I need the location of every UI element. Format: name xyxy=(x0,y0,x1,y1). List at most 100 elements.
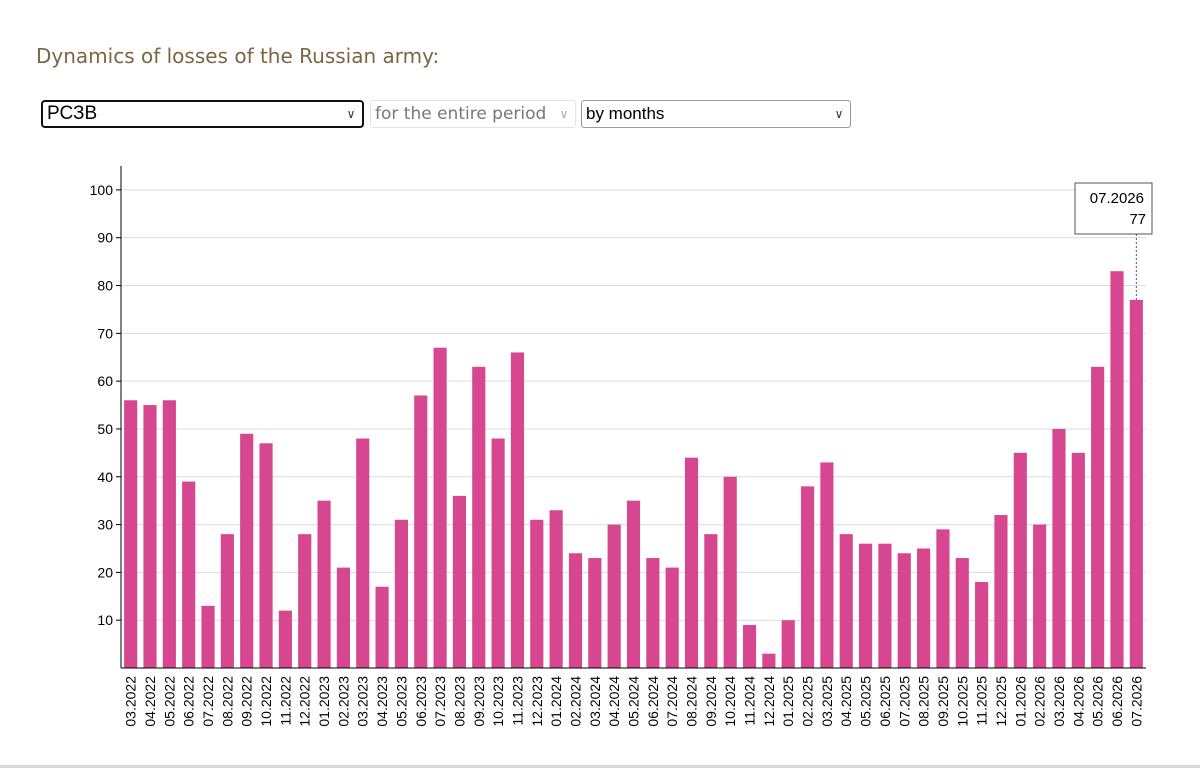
bar xyxy=(452,495,467,668)
bar xyxy=(1091,366,1105,668)
x-tick-label: 02.2025 xyxy=(800,676,816,727)
weapon-type-value: РСЗВ xyxy=(47,103,98,124)
y-tick-label: 20 xyxy=(97,564,113,580)
bar xyxy=(975,581,989,668)
bar xyxy=(878,543,892,668)
period-select[interactable]: for the entire period ∨ xyxy=(370,100,576,128)
bar xyxy=(626,500,641,668)
bar xyxy=(588,558,602,668)
x-tick-label: 12.2023 xyxy=(529,676,545,727)
x-tick-label: 10.2023 xyxy=(490,676,506,727)
bar xyxy=(897,553,911,668)
y-tick-label: 100 xyxy=(90,182,114,198)
x-tick-label: 02.2026 xyxy=(1032,676,1048,727)
bar xyxy=(317,500,331,668)
bar xyxy=(162,400,176,668)
x-tick-label: 07.2024 xyxy=(664,676,680,727)
x-tick-label: 09.2025 xyxy=(935,676,951,727)
bar xyxy=(298,534,312,668)
bar xyxy=(800,486,815,668)
x-tick-label: 05.2025 xyxy=(858,676,874,727)
y-tick-label: 80 xyxy=(97,278,113,294)
x-tick-label: 04.2025 xyxy=(838,676,854,727)
bar xyxy=(704,534,718,668)
bar xyxy=(549,510,563,668)
bar xyxy=(994,515,1008,668)
x-tick-label: 04.2024 xyxy=(606,676,622,727)
x-tick-label: 02.2023 xyxy=(335,676,351,727)
bar xyxy=(607,524,621,668)
chevron-down-icon: ∨ xyxy=(559,107,569,121)
x-tick-label: 09.2022 xyxy=(239,676,255,727)
bar xyxy=(1052,428,1066,668)
x-tick-label: 03.2024 xyxy=(587,676,603,727)
x-tick-label: 05.2023 xyxy=(393,676,409,727)
x-tick-label: 09.2024 xyxy=(703,676,719,727)
x-tick-label: 06.2025 xyxy=(877,676,893,727)
bar xyxy=(781,620,795,668)
bar xyxy=(1033,524,1047,668)
weapon-type-select[interactable]: РСЗВ ∨ xyxy=(41,100,364,128)
page-title: Dynamics of losses of the Russian army: xyxy=(36,44,440,68)
y-tick-label: 40 xyxy=(97,469,113,485)
bar xyxy=(472,366,486,668)
x-tick-label: 05.2022 xyxy=(161,676,177,727)
y-tick-label: 30 xyxy=(97,517,113,533)
x-tick-label: 04.2022 xyxy=(142,676,158,727)
x-tick-label: 06.2024 xyxy=(645,676,661,727)
x-tick-label: 04.2026 xyxy=(1070,676,1086,727)
tooltip-category: 07.2026 xyxy=(1090,190,1144,207)
x-tick-label: 01.2024 xyxy=(548,676,564,727)
bar xyxy=(1110,271,1124,668)
x-tick-label: 12.2024 xyxy=(761,676,777,727)
x-tick-label: 07.2025 xyxy=(896,676,912,727)
x-tick-label: 11.2025 xyxy=(974,676,990,726)
y-tick-label: 50 xyxy=(97,421,113,437)
bar xyxy=(936,529,950,668)
y-tick-label: 90 xyxy=(97,230,113,246)
x-tick-label: 04.2023 xyxy=(374,676,390,727)
x-tick-label: 02.2024 xyxy=(567,676,583,727)
x-tick-label: 07.2023 xyxy=(432,676,448,727)
x-tick-label: 07.2026 xyxy=(1128,676,1144,727)
tooltip-value: 77 xyxy=(1129,211,1146,228)
x-tick-label: 11.2022 xyxy=(277,676,293,726)
x-tick-label: 07.2022 xyxy=(200,676,216,727)
page-bottom-divider xyxy=(0,765,1200,768)
x-tick-label: 03.2026 xyxy=(1051,676,1067,727)
bar xyxy=(646,558,660,668)
x-tick-label: 03.2022 xyxy=(123,676,139,727)
x-tick-label: 08.2025 xyxy=(916,676,932,727)
x-tick-label: 01.2025 xyxy=(780,676,796,727)
x-tick-label: 08.2022 xyxy=(219,676,235,727)
x-tick-label: 06.2022 xyxy=(181,676,197,727)
x-tick-label: 08.2024 xyxy=(684,676,700,727)
bar xyxy=(201,605,215,668)
bar xyxy=(684,457,699,668)
bar xyxy=(124,400,138,668)
bar xyxy=(742,624,757,668)
bar xyxy=(414,395,428,668)
x-tick-label: 09.2023 xyxy=(471,676,487,727)
bar xyxy=(220,534,234,668)
bar xyxy=(491,438,505,668)
period-value: for the entire period xyxy=(375,104,547,124)
x-tick-label: 10.2025 xyxy=(954,676,970,727)
bar xyxy=(723,476,737,668)
x-tick-label: 06.2023 xyxy=(413,676,429,727)
bar xyxy=(182,481,196,668)
chevron-down-icon: ∨ xyxy=(346,107,356,121)
x-tick-label: 12.2025 xyxy=(993,676,1009,727)
y-tick-label: 60 xyxy=(97,373,113,389)
bar xyxy=(859,543,873,668)
bar xyxy=(530,519,544,668)
x-tick-label: 11.2023 xyxy=(509,676,525,726)
y-tick-label: 70 xyxy=(97,325,113,341)
bar xyxy=(510,352,525,668)
bar xyxy=(356,438,370,668)
grouping-select[interactable]: by months ∨ xyxy=(581,100,851,128)
x-tick-label: 06.2026 xyxy=(1109,676,1125,727)
bar xyxy=(394,519,408,668)
bar xyxy=(336,567,350,668)
